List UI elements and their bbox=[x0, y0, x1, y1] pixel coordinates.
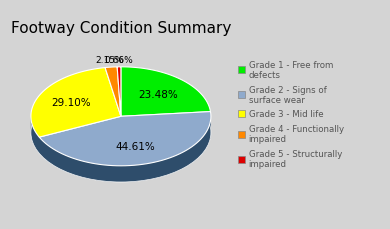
Polygon shape bbox=[181, 151, 186, 170]
Text: Footway Condition Summary: Footway Condition Summary bbox=[11, 21, 231, 35]
Polygon shape bbox=[147, 163, 154, 180]
Polygon shape bbox=[67, 156, 73, 175]
Polygon shape bbox=[154, 161, 160, 179]
Polygon shape bbox=[90, 163, 97, 180]
Polygon shape bbox=[31, 68, 121, 138]
Polygon shape bbox=[32, 124, 33, 143]
Polygon shape bbox=[53, 149, 58, 168]
Polygon shape bbox=[117, 68, 121, 133]
Polygon shape bbox=[36, 133, 37, 152]
Polygon shape bbox=[117, 68, 121, 133]
Polygon shape bbox=[109, 166, 115, 182]
Polygon shape bbox=[190, 146, 194, 164]
Polygon shape bbox=[121, 112, 211, 133]
Polygon shape bbox=[121, 112, 211, 133]
Polygon shape bbox=[34, 129, 35, 147]
Polygon shape bbox=[105, 68, 121, 117]
Polygon shape bbox=[39, 117, 121, 154]
Polygon shape bbox=[58, 152, 62, 170]
Polygon shape bbox=[129, 166, 135, 182]
Polygon shape bbox=[206, 130, 208, 149]
Text: 0.66%: 0.66% bbox=[105, 56, 133, 65]
Polygon shape bbox=[31, 110, 32, 129]
Polygon shape bbox=[49, 147, 53, 166]
Polygon shape bbox=[135, 165, 141, 182]
Polygon shape bbox=[42, 141, 46, 160]
Polygon shape bbox=[201, 136, 204, 156]
Polygon shape bbox=[171, 156, 176, 174]
Polygon shape bbox=[73, 158, 78, 176]
Text: 23.48%: 23.48% bbox=[138, 89, 178, 99]
Polygon shape bbox=[62, 154, 67, 173]
Polygon shape bbox=[84, 162, 90, 179]
Polygon shape bbox=[105, 68, 121, 133]
Polygon shape bbox=[117, 68, 121, 117]
Polygon shape bbox=[39, 138, 42, 157]
Polygon shape bbox=[122, 166, 129, 182]
Legend: Grade 1 - Free from
defects, Grade 2 - Signs of
surface wear, Grade 3 - Mid life: Grade 1 - Free from defects, Grade 2 - S… bbox=[238, 60, 344, 169]
Polygon shape bbox=[78, 160, 84, 178]
Polygon shape bbox=[35, 131, 36, 149]
Polygon shape bbox=[209, 123, 210, 142]
Polygon shape bbox=[204, 133, 206, 153]
Polygon shape bbox=[210, 119, 211, 139]
Polygon shape bbox=[39, 112, 211, 166]
Polygon shape bbox=[194, 143, 198, 162]
Polygon shape bbox=[115, 166, 122, 182]
Polygon shape bbox=[165, 158, 171, 176]
Text: 44.61%: 44.61% bbox=[115, 141, 155, 151]
Polygon shape bbox=[39, 117, 121, 154]
Polygon shape bbox=[208, 126, 209, 146]
Polygon shape bbox=[46, 144, 49, 163]
Polygon shape bbox=[141, 164, 147, 181]
Polygon shape bbox=[105, 68, 121, 133]
Polygon shape bbox=[33, 127, 34, 145]
Polygon shape bbox=[103, 165, 109, 182]
Text: 29.10%: 29.10% bbox=[51, 98, 91, 108]
Polygon shape bbox=[198, 139, 201, 159]
Polygon shape bbox=[97, 164, 103, 181]
Polygon shape bbox=[37, 135, 39, 154]
Text: 2.15%: 2.15% bbox=[95, 56, 124, 65]
Polygon shape bbox=[176, 153, 181, 172]
Polygon shape bbox=[121, 68, 211, 117]
Polygon shape bbox=[160, 160, 165, 177]
Ellipse shape bbox=[31, 84, 211, 182]
Polygon shape bbox=[186, 148, 190, 167]
